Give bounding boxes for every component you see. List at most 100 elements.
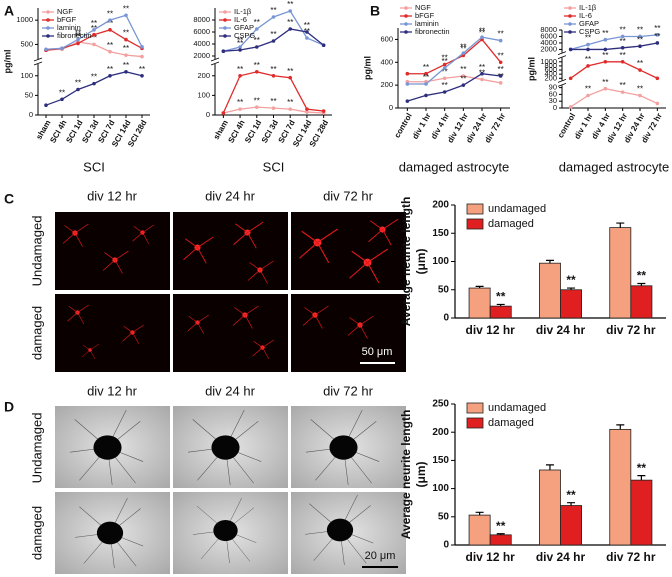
data-point bbox=[221, 49, 226, 53]
y-axis-label: pg/ml bbox=[2, 50, 12, 74]
y-tick-label: 0 bbox=[443, 313, 449, 324]
significance: ** bbox=[460, 42, 466, 51]
legend-marker bbox=[223, 10, 227, 14]
legend-swatch bbox=[466, 218, 484, 230]
error-bar bbox=[567, 287, 576, 290]
data-point bbox=[586, 64, 590, 68]
significance: ** bbox=[442, 54, 448, 63]
data-point bbox=[586, 47, 590, 52]
significance: ** bbox=[585, 55, 591, 64]
y-tick-label: 200 bbox=[380, 80, 393, 89]
data-point bbox=[305, 30, 309, 34]
significance: ** bbox=[254, 96, 260, 105]
bar bbox=[560, 289, 583, 319]
bar bbox=[630, 285, 653, 319]
legend-marker bbox=[568, 6, 572, 10]
bar bbox=[609, 227, 632, 319]
data-point bbox=[44, 103, 48, 107]
data-point bbox=[124, 13, 128, 18]
significance: ** bbox=[423, 63, 429, 72]
y-tick-label: 200 bbox=[197, 71, 210, 80]
error-bar bbox=[475, 285, 484, 289]
significance: ** bbox=[304, 21, 310, 30]
legend-label: IL-6 bbox=[234, 15, 247, 24]
series-line bbox=[570, 88, 658, 108]
data-point bbox=[271, 15, 276, 19]
legend-marker bbox=[404, 22, 408, 26]
data-point bbox=[288, 75, 293, 80]
legend-marker bbox=[46, 18, 50, 22]
legend-marker bbox=[404, 6, 408, 10]
significance: ** bbox=[620, 26, 626, 35]
y-tick-label: 8000 bbox=[193, 15, 210, 24]
legend-label: CSPG bbox=[579, 27, 600, 36]
bar bbox=[539, 469, 561, 546]
significance: ** bbox=[637, 269, 647, 283]
significance: ** bbox=[585, 34, 591, 43]
data-point bbox=[638, 34, 642, 39]
data-point bbox=[461, 51, 466, 55]
y-tick-label: 90 bbox=[549, 83, 557, 92]
significance: ** bbox=[254, 61, 260, 70]
y-tick-label: 1000 bbox=[16, 15, 33, 24]
bar bbox=[539, 262, 561, 319]
data-point bbox=[638, 44, 642, 48]
data-point bbox=[405, 99, 410, 103]
data-point bbox=[108, 49, 112, 54]
significance: ** bbox=[139, 65, 145, 74]
data-point bbox=[586, 42, 590, 47]
micrograph bbox=[173, 294, 288, 372]
y-tick-label: 500 bbox=[20, 39, 33, 48]
error-bar bbox=[616, 424, 625, 430]
y-tick-label: 2000 bbox=[540, 44, 557, 53]
significance: ** bbox=[498, 51, 504, 60]
series-line bbox=[570, 42, 658, 51]
significance: ** bbox=[620, 81, 626, 90]
y-axis-label: Average neurite length bbox=[399, 197, 413, 327]
significance: ** bbox=[637, 35, 643, 44]
significance: ** bbox=[75, 31, 81, 40]
data-point bbox=[60, 97, 64, 102]
y-tick-label: 2000 bbox=[193, 51, 210, 60]
data-point bbox=[76, 87, 80, 92]
significance: ** bbox=[498, 65, 504, 74]
data-point bbox=[568, 105, 573, 109]
legend-label: IL-1β bbox=[234, 7, 252, 16]
significance: ** bbox=[479, 26, 485, 35]
data-point bbox=[238, 45, 242, 49]
y-axis-label: Average neurite length bbox=[399, 410, 413, 540]
y-tick-label: 100 bbox=[432, 483, 449, 494]
significance: ** bbox=[654, 24, 660, 33]
scale-bar-label: 20 μm bbox=[365, 550, 396, 562]
data-point bbox=[498, 38, 503, 43]
data-point bbox=[480, 71, 484, 76]
significance: ** bbox=[237, 36, 243, 45]
legend-label: undamaged bbox=[488, 203, 546, 215]
column-label: div 72 hr bbox=[323, 188, 374, 203]
axis-break bbox=[557, 51, 567, 60]
x-axis-label: damaged astrocyte bbox=[559, 159, 670, 174]
significance: ** bbox=[237, 65, 243, 74]
y-tick-label: 8000 bbox=[540, 25, 557, 34]
significance: ** bbox=[287, 98, 293, 107]
panel-label: B bbox=[370, 3, 380, 19]
data-point bbox=[498, 81, 503, 85]
row-label: damaged bbox=[29, 506, 44, 560]
data-point bbox=[108, 18, 112, 22]
significance: ** bbox=[75, 33, 81, 42]
x-axis-label: SCI bbox=[83, 159, 105, 174]
axis-break bbox=[33, 57, 43, 66]
y-tick-label: 0 bbox=[29, 110, 33, 119]
bar bbox=[630, 479, 653, 546]
image-grid: div 12 hr div 24 hr div 72 hr Undamaged … bbox=[29, 188, 406, 372]
significance: ** bbox=[287, 18, 293, 27]
data-point bbox=[321, 109, 326, 113]
bar bbox=[468, 287, 491, 319]
x-tick-label: div 24 hr bbox=[536, 323, 586, 337]
y-tick-label: 0 bbox=[553, 103, 557, 112]
y-tick-label: 6000 bbox=[540, 31, 557, 40]
legend-label: bFGF bbox=[415, 11, 435, 20]
significance: ** bbox=[423, 73, 429, 82]
significance: ** bbox=[59, 88, 65, 97]
data-point bbox=[638, 68, 642, 72]
